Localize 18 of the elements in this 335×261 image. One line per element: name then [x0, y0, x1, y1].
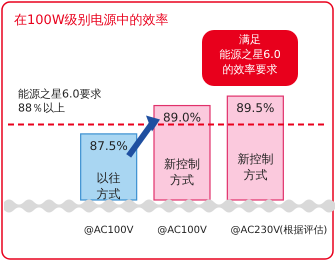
- data-label: 89.5%: [236, 101, 274, 116]
- annotation: 方式: [170, 172, 194, 187]
- annotation: 新控制: [164, 156, 200, 171]
- data-label: 89.0%: [162, 110, 202, 125]
- annotation: 满足: [239, 33, 261, 46]
- ref-line-label: 能源之星6.0要求 88％以上: [18, 87, 102, 114]
- chart-title: 在100W级别电源中的效率: [14, 12, 169, 28]
- annotation: 方式: [243, 168, 268, 182]
- x-tick-label: @AC230V: [230, 225, 280, 236]
- annotation: 以往: [96, 170, 121, 185]
- annotation: 新控制: [237, 152, 274, 166]
- annotation: 的效率要求: [222, 63, 278, 76]
- annotation: 方式: [96, 186, 121, 201]
- x-tick-label: @AC100V: [84, 225, 134, 236]
- x-tick-label: @AC100V: [157, 225, 207, 236]
- annotation: 能源之星6.0: [219, 48, 281, 61]
- text: (根据评估): [279, 224, 328, 236]
- data-label: 87.5%: [90, 138, 128, 153]
